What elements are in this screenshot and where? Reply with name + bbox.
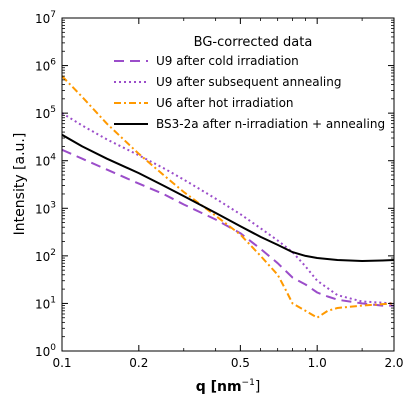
series-line-4 [62,133,394,262]
legend-label-3: U6 after hot irradiation [156,96,294,110]
legend-label-1: U9 after cold irradiation [156,54,299,68]
y-tick-label: 107 [35,10,56,26]
legend: BG-corrected data U9 after cold irradiat… [114,35,385,131]
x-axis-label-close: ] [255,379,260,395]
x-axis-label-exponent: −1 [242,378,255,388]
series-line-3 [62,75,394,319]
y-tick-label-exponent: 2 [50,248,56,258]
x-tick-label: 1.0 [308,356,327,370]
y-tick-label-exponent: 5 [50,105,56,115]
legend-label-4: BS3-2a after n-irradiation + annealing [156,117,385,131]
legend-title: BG-corrected data [194,35,313,50]
y-tick-label-base: 10 [35,202,50,216]
y-tick-label: 102 [35,248,56,264]
y-tick-label: 104 [35,153,56,169]
x-tick-label: 2.0 [384,356,403,370]
y-tick-label-base: 10 [35,155,50,169]
series-layer [62,75,394,319]
series-line-1 [62,148,394,307]
y-tick-label: 105 [35,105,56,121]
legend-label-2: U9 after subsequent annealing [156,75,341,89]
plot-frame [61,17,395,352]
y-tick-label-exponent: 7 [50,10,56,20]
y-tick-label-exponent: 1 [50,295,56,305]
y-tick-label-exponent: 0 [50,343,56,353]
y-axis-label: Intensity [a.u.] [12,133,28,236]
y-tick-label-exponent: 3 [50,200,56,210]
y-tick-label-exponent: 4 [50,153,56,163]
y-tick-label-base: 10 [35,12,50,26]
x-tick-label: 0.2 [129,356,148,370]
plot-area [62,18,394,351]
x-axis-label: q [nm−1] [196,378,261,395]
y-tick-label-base: 10 [35,345,50,359]
x-axis-label-main: q [nm [196,379,242,395]
y-tick-label-base: 10 [35,297,50,311]
y-tick-label-base: 10 [35,107,50,121]
y-tick-label: 103 [35,200,56,216]
ticks-layer [61,17,395,352]
y-tick-label: 106 [35,58,56,74]
y-tick-label-exponent: 6 [50,58,56,68]
x-tick-label: 0.5 [231,356,250,370]
y-tick-label-base: 10 [35,60,50,74]
y-tick-label-base: 10 [35,250,50,264]
x-tick-label: 0.1 [52,356,71,370]
y-tick-label: 101 [35,295,56,311]
y-tick-label: 100 [35,343,56,359]
